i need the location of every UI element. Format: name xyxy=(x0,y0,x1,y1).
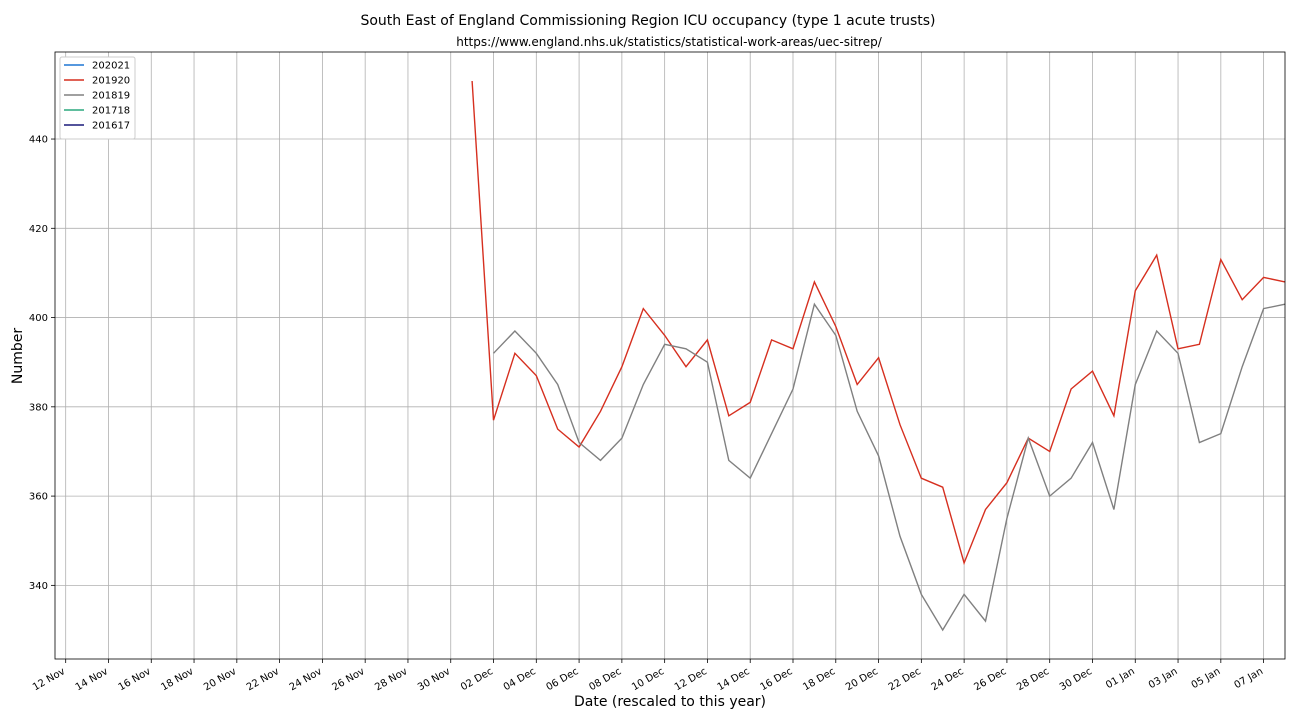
y-tick-label: 400 xyxy=(29,313,48,324)
x-tick-label: 07 Jan xyxy=(1232,666,1265,691)
x-tick-label: 30 Nov xyxy=(416,666,452,693)
plot-area xyxy=(54,51,1286,660)
x-tick-label: 05 Jan xyxy=(1190,666,1223,691)
x-tick-label: 18 Nov xyxy=(159,666,195,693)
x-tick-label: 03 Jan xyxy=(1147,666,1180,691)
x-tick-label: 02 Dec xyxy=(459,666,495,693)
chart-subtitle: https://www.england.nhs.uk/statistics/st… xyxy=(456,35,882,49)
y-axis: 340 360 380 400 420 440 xyxy=(29,135,55,592)
x-tick-label: 16 Dec xyxy=(758,666,794,693)
x-tick-label: 28 Nov xyxy=(373,666,409,693)
x-tick-label: 26 Nov xyxy=(330,666,366,693)
x-tick-label: 20 Nov xyxy=(202,666,238,693)
x-tick-label: 26 Dec xyxy=(972,666,1008,693)
legend-label: 201819 xyxy=(92,91,130,102)
x-tick-label: 22 Dec xyxy=(887,666,923,693)
series-line-201920 xyxy=(471,80,1286,566)
x-tick-label: 12 Nov xyxy=(31,666,67,693)
x-tick-label: 30 Dec xyxy=(1058,666,1094,693)
series-line-201819 xyxy=(492,302,1286,632)
chart-title: South East of England Commissioning Regi… xyxy=(360,13,935,29)
legend-label: 201617 xyxy=(92,121,130,132)
x-tick-label: 14 Dec xyxy=(716,666,752,693)
y-tick-label: 380 xyxy=(29,402,48,413)
x-tick-label: 04 Dec xyxy=(502,666,538,693)
legend-box xyxy=(59,56,136,140)
x-axis-label: Date (rescaled to this year) xyxy=(574,694,766,710)
legend-label: 201718 xyxy=(92,106,130,117)
legend: 202021 201920 201819 201718 201617 xyxy=(59,56,136,140)
x-tick-label: 22 Nov xyxy=(245,666,281,693)
x-tick-label: 28 Dec xyxy=(1015,666,1051,693)
x-tick-label: 20 Dec xyxy=(844,666,880,693)
grid-lines xyxy=(55,52,1285,659)
y-tick-label: 440 xyxy=(29,135,48,146)
x-tick-label: 24 Nov xyxy=(288,666,324,693)
x-axis: 12 Nov 14 Nov 16 Nov 18 Nov 20 Nov 22 Nov 24 N… xyxy=(31,659,1265,693)
x-tick-label: 12 Dec xyxy=(673,666,709,693)
y-tick-label: 360 xyxy=(29,492,48,503)
y-tick-label: 340 xyxy=(29,581,48,592)
x-tick-label: 18 Dec xyxy=(801,666,837,693)
series-lines xyxy=(471,80,1286,632)
x-tick-label: 06 Dec xyxy=(545,666,581,693)
x-tick-label: 01 Jan xyxy=(1104,666,1137,691)
x-tick-label: 14 Nov xyxy=(74,666,110,693)
y-tick-label: 420 xyxy=(29,224,48,235)
legend-label: 201920 xyxy=(92,76,130,87)
x-tick-label: 08 Dec xyxy=(587,666,623,693)
y-axis-label: Number xyxy=(10,328,26,384)
x-tick-label: 24 Dec xyxy=(930,666,966,693)
x-tick-label: 16 Nov xyxy=(117,666,153,693)
x-tick-label: 10 Dec xyxy=(630,666,666,693)
legend-label: 202021 xyxy=(92,61,130,72)
